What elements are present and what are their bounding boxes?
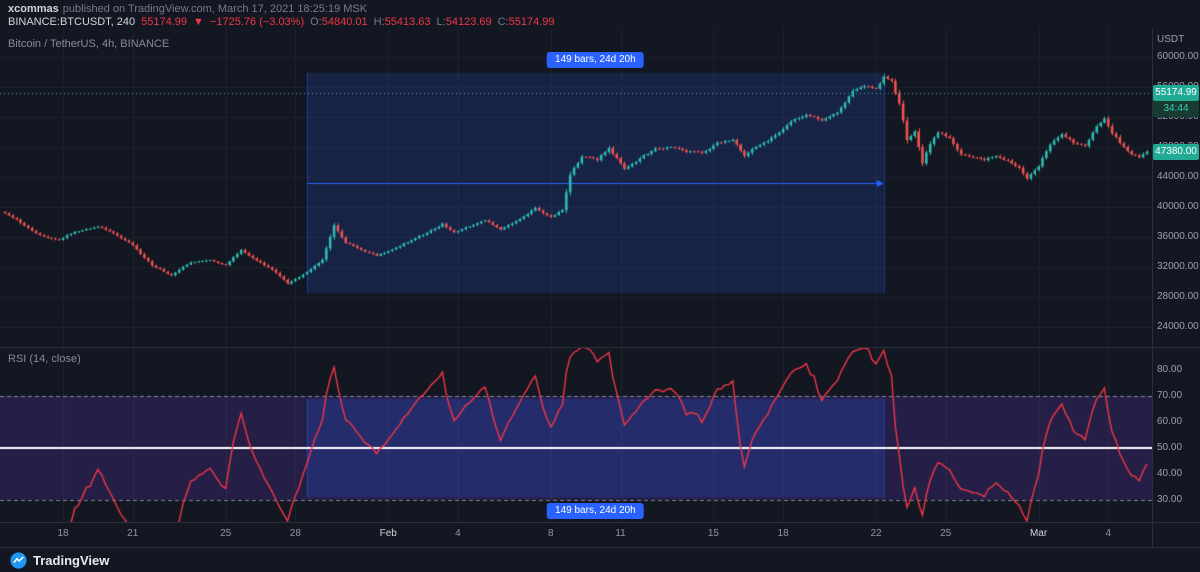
rsi-tick: 80.00 <box>1157 364 1183 375</box>
close-value: 55174.99 <box>508 16 555 28</box>
publish-line: xcommas published on TradingView.com, Mar… <box>8 3 367 15</box>
time-tick: 25 <box>940 528 952 539</box>
time-tick: Feb <box>379 528 397 539</box>
time-tick: 4 <box>455 528 461 539</box>
time-axis-divider <box>0 522 1200 523</box>
time-tick: 25 <box>220 528 232 539</box>
brand-text: TradingView <box>33 552 110 568</box>
last-price: 55174.99 <box>141 16 188 28</box>
time-tick: 18 <box>777 528 789 539</box>
time-tick: 28 <box>289 528 301 539</box>
rsi-tick: 40.00 <box>1157 468 1183 479</box>
measurement-label-main[interactable]: 149 bars, 24d 20h <box>547 51 644 68</box>
time-tick: 11 <box>615 528 626 539</box>
price-tick: 24000.00 <box>1157 321 1199 332</box>
rsi-tick: 60.00 <box>1157 416 1183 427</box>
tradingview-icon <box>10 551 27 569</box>
close-label: C: <box>497 16 509 28</box>
time-tick: 4 <box>1105 528 1112 539</box>
high-value: 55413.63 <box>384 16 431 28</box>
footer-bar: TradingView <box>0 547 1200 572</box>
currency-label: USDT <box>1157 34 1185 45</box>
pane-divider[interactable] <box>0 347 1200 348</box>
rsi-tick: 30.00 <box>1157 494 1183 505</box>
measurement-label-rsi[interactable]: 149 bars, 24d 20h <box>547 503 644 520</box>
price-axis-border <box>1152 28 1153 547</box>
open-value: 54840.01 <box>321 16 368 28</box>
publisher-name: xcommas <box>8 3 59 15</box>
time-tick: 18 <box>57 528 69 539</box>
rsi-tick: 70.00 <box>1157 390 1183 401</box>
time-tick: 15 <box>707 528 719 539</box>
price-tick: 36000.00 <box>1157 231 1199 242</box>
tradingview-logo[interactable]: TradingView <box>10 551 110 569</box>
symbol-name: BINANCE:BTCUSDT, 240 <box>8 16 136 28</box>
high-label: H: <box>373 16 385 28</box>
time-tick: 8 <box>548 528 554 539</box>
price-tick: 32000.00 <box>1157 261 1199 272</box>
time-tick: Mar <box>1029 528 1048 539</box>
rsi-pane-legend[interactable]: RSI (14, close) <box>8 353 81 365</box>
publish-info: published on TradingView.com, March 17, … <box>62 3 368 15</box>
time-axis[interactable]: 18 21 25 28 Feb 4 8 11 15 18 22 25 Mar 4 <box>0 522 1152 547</box>
direction-arrow-icon: ▼ <box>193 16 204 28</box>
time-tick: 21 <box>127 528 139 539</box>
price-tick: 44000.00 <box>1157 171 1199 182</box>
current-price-badge: 55174.99 <box>1153 85 1199 102</box>
low-label: L: <box>436 16 446 28</box>
open-label: O: <box>310 16 322 28</box>
price-tick: 60000.00 <box>1157 51 1199 62</box>
low-value: 54123.69 <box>445 16 492 28</box>
price-change: −1725.76 (−3.03%) <box>209 16 305 28</box>
rsi-tick: 50.00 <box>1157 442 1183 453</box>
price-tick: 28000.00 <box>1157 291 1199 302</box>
symbol-info-line: BINANCE:BTCUSDT, 240 55174.99 ▼ −1725.76 (−… <box>8 16 561 28</box>
main-pane-legend[interactable]: Bitcoin / TetherUS, 4h, BINANCE <box>8 38 170 50</box>
chart-canvas[interactable] <box>0 28 1152 522</box>
countdown-badge: 34:44 <box>1153 101 1199 118</box>
price-tick: 40000.00 <box>1157 201 1199 212</box>
last-close-badge: 47380.00 <box>1153 143 1199 160</box>
time-tick: 22 <box>870 528 882 539</box>
